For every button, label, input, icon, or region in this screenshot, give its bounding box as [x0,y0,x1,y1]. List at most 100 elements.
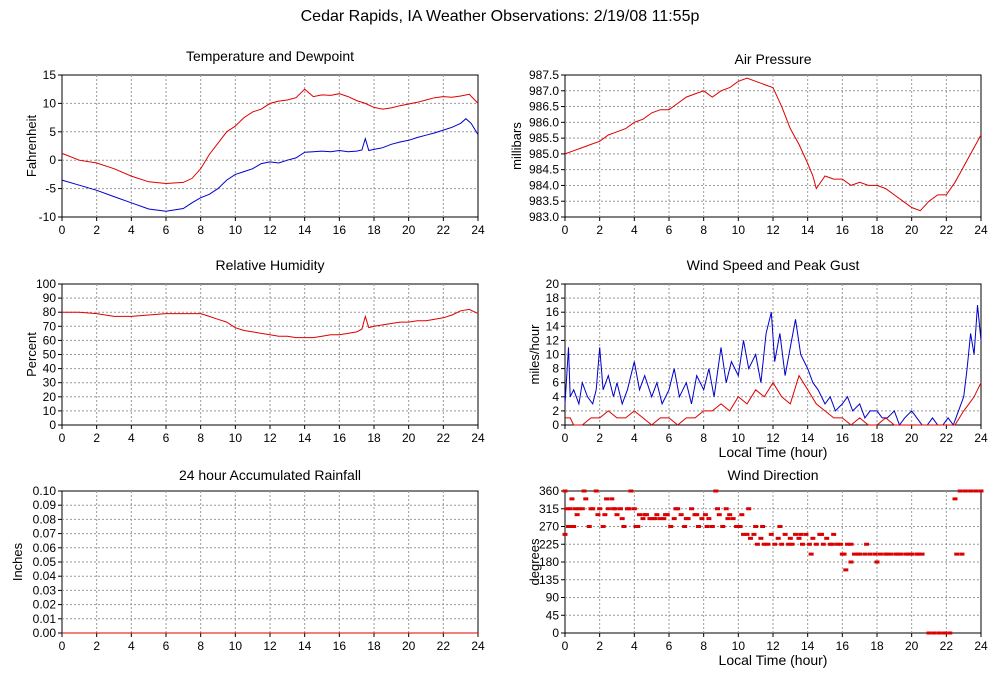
wdir-point [682,525,688,528]
wind-ylabel: miles/hour [527,324,542,385]
pres-xtick-label: 24 [974,223,988,237]
wdir-point [777,525,783,528]
wdir-point [793,532,799,536]
pres-xtick-label: 8 [700,223,707,237]
wdir-point [583,497,589,501]
wdir-point [617,507,623,511]
wdir-point [957,489,963,493]
pres-xtick-label: 0 [562,223,569,237]
wind-series-line-1 [565,374,982,426]
wdir-point [635,525,641,528]
wdir-point [862,552,868,556]
wdir-point [895,552,901,556]
pres-ytick-label: 985.0 [529,147,559,161]
wdir-point [715,507,721,511]
wdir-point [621,525,627,528]
wdir-point [562,532,568,536]
rh-xtick-label: 4 [128,431,135,445]
wind-ytick-label: 12 [546,333,560,347]
wdir-point [689,507,695,511]
pres-xtick-label: 4 [631,223,638,237]
wdir-point [753,525,759,528]
rain-ytick-label: 0.00 [33,626,57,640]
wdir-point [888,552,894,556]
temp-ytick-label: -5 [45,182,56,196]
wdir-point [694,513,700,517]
pres-ytick-label: 985.5 [529,131,559,145]
wdir-point [839,552,845,556]
pres-plot-frame [564,74,982,218]
wdir-point [581,489,587,493]
wdir-point [864,542,870,546]
rh-ytick-label: 20 [43,390,57,404]
rain-ytick-label: 0.06 [33,541,57,555]
rh-xtick-label: 6 [163,431,170,445]
pres-ytick-label: 984.5 [529,163,559,177]
temp-xtick-label: 22 [437,223,451,237]
rain-ylabel: Inches [10,542,25,581]
wdir-point [734,525,740,528]
wind-xtick-label: 24 [974,431,988,445]
wdir-xtick-label: 22 [940,639,954,653]
rain-title: 24 hour Accumulated Rainfall [179,467,361,483]
wdir-point [959,552,965,556]
wind-ytick-label: 16 [546,305,560,319]
rh-xtick-label: 24 [471,431,485,445]
wdir-point [782,532,788,536]
pres-ytick-label: 983.5 [529,194,559,208]
rh-xtick-label: 20 [402,431,416,445]
wind-ytick-label: 10 [546,348,560,362]
wdir-point [654,513,660,517]
temp-xtick-label: 12 [263,223,277,237]
wdir-point [588,507,594,511]
rh-ytick-label: 50 [43,348,57,362]
rh-ytick-label: 0 [49,418,56,432]
pres-ytick-label: 984.0 [529,178,559,192]
wdir-xtick-label: 8 [700,639,707,653]
wdir-point [716,513,722,517]
wdir-point [867,552,873,556]
rain-ytick-label: 0.02 [33,598,57,612]
wdir-point [593,489,599,493]
wdir-point [739,513,745,517]
wdir-point [704,525,710,528]
wdir-point [628,489,634,493]
wdir-ytick-label: 225 [539,537,559,551]
wdir-point [808,552,814,556]
pres-ytick-label: 983.0 [529,210,559,224]
temp-xtick-label: 14 [298,223,312,237]
wdir-point [760,525,766,528]
wdir-point [699,517,705,521]
wdir-ytick-label: 45 [546,608,560,622]
wdir-point [567,525,573,528]
rh-xtick-label: 12 [263,431,277,445]
wdir-xtick-label: 10 [732,639,746,653]
wind-xtick-label: 8 [700,431,707,445]
wdir-point [872,552,878,556]
rh-ytick-label: 40 [43,362,57,376]
wdir-point [831,532,837,536]
rh-series-line-0 [62,308,479,339]
wdir-point [730,517,736,521]
wdir-point [820,542,826,546]
wdir-ytick-label: 270 [539,520,559,534]
wdir-point [595,513,601,517]
wdir-point [637,513,643,517]
rh-ytick-label: 30 [43,376,57,390]
wdir-xtick-label: 12 [766,639,780,653]
wdir-point [604,497,610,501]
wdir-point [754,542,760,546]
wdir-point [874,560,880,564]
temp-title: Temperature and Dewpoint [186,48,354,64]
rh-ylabel: Percent [24,332,39,377]
rh-xtick-label: 2 [93,431,100,445]
wind-ytick-label: 4 [552,390,559,404]
temp-xtick-label: 10 [229,223,243,237]
rain-ytick-label: 0.08 [33,512,57,526]
rain-xtick-label: 22 [437,639,451,653]
wdir-point [611,507,617,511]
